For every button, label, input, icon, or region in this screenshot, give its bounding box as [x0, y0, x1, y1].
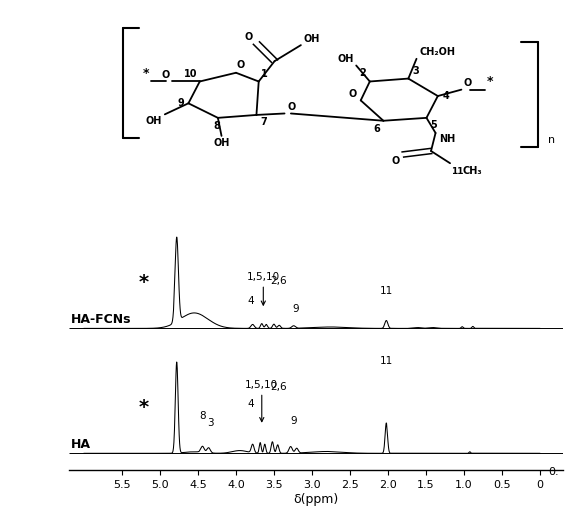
- Text: 1,5,10: 1,5,10: [247, 271, 280, 305]
- Text: 11: 11: [380, 356, 393, 366]
- Text: 4: 4: [443, 91, 449, 101]
- Text: 5: 5: [430, 120, 437, 130]
- X-axis label: δ(ppm): δ(ppm): [293, 493, 338, 505]
- Text: OH: OH: [338, 54, 354, 64]
- Text: 3: 3: [207, 418, 214, 428]
- Text: 0.: 0.: [548, 467, 559, 477]
- Text: 9: 9: [290, 415, 297, 426]
- Text: O: O: [237, 60, 245, 70]
- Text: 1,5,10: 1,5,10: [245, 380, 278, 422]
- Text: CH₂OH: CH₂OH: [419, 47, 455, 57]
- Text: 4: 4: [248, 399, 254, 409]
- Text: 7: 7: [260, 117, 267, 127]
- Text: 9: 9: [177, 98, 184, 108]
- Text: n: n: [548, 135, 554, 145]
- Text: *: *: [142, 67, 149, 80]
- Text: HA-FCNs: HA-FCNs: [71, 313, 131, 326]
- Text: OH: OH: [303, 34, 320, 43]
- Text: CH₃: CH₃: [463, 166, 482, 176]
- Text: 8: 8: [214, 121, 220, 131]
- Text: 10: 10: [184, 68, 197, 79]
- Text: 2,6: 2,6: [270, 276, 287, 286]
- Text: *: *: [138, 398, 148, 417]
- Text: O: O: [391, 156, 400, 166]
- Text: O: O: [463, 78, 471, 88]
- Text: 9: 9: [292, 304, 298, 314]
- Text: NH: NH: [439, 134, 455, 145]
- Text: 2,6: 2,6: [270, 382, 287, 392]
- Text: 2: 2: [359, 68, 366, 78]
- Text: 3: 3: [412, 66, 418, 76]
- Text: 8: 8: [199, 411, 206, 421]
- Text: O: O: [245, 32, 253, 41]
- Text: O: O: [349, 89, 357, 99]
- Text: 1: 1: [261, 68, 268, 79]
- Text: 11: 11: [451, 167, 463, 176]
- Text: HA: HA: [71, 438, 90, 451]
- Text: O: O: [287, 102, 296, 112]
- Text: 11: 11: [380, 286, 393, 296]
- Text: O: O: [161, 70, 170, 80]
- Text: 4: 4: [248, 295, 254, 306]
- Text: *: *: [138, 273, 148, 292]
- Text: OH: OH: [214, 138, 230, 148]
- Text: 6: 6: [373, 124, 380, 134]
- Text: *: *: [487, 75, 494, 88]
- Text: OH: OH: [146, 116, 162, 126]
